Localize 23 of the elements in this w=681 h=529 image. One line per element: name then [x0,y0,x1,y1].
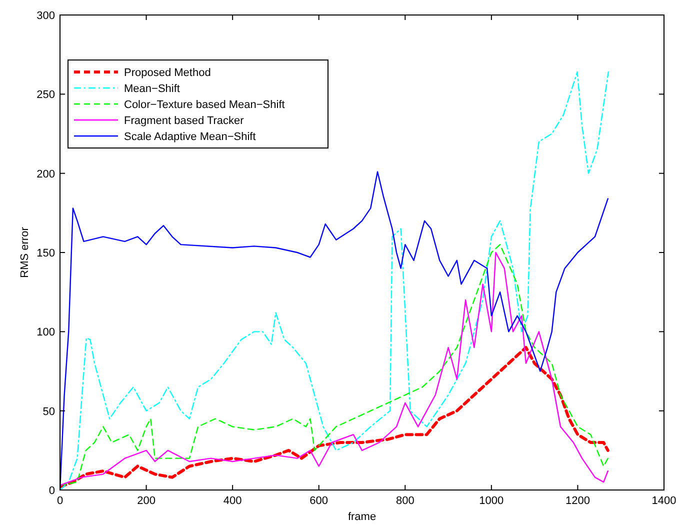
x-tick-label: 1400 [652,495,676,507]
x-tick-label: 1200 [565,495,590,507]
x-tick-label: 0 [56,495,64,507]
legend-label: Mean−Shift [124,83,180,95]
y-tick-label: 0 [48,485,55,497]
line-series [60,346,610,488]
y-tick-label: 200 [36,168,55,180]
x-tick-label: 400 [223,495,242,507]
legend-label: Color−Texture based Mean−Shift [124,99,285,111]
x-tick-label: 600 [310,495,328,507]
y-tick-label: 300 [36,10,55,22]
y-tick-label: 100 [36,326,55,339]
x-tick-label: 200 [137,495,156,507]
y-tick-label: 50 [42,406,55,418]
legend-label: Fragment based Tracker [124,115,244,127]
y-tick-label: 150 [36,248,55,260]
x-tick-label: 800 [396,495,414,507]
y-tick-label: 250 [36,89,55,102]
y-axis-title: RMS error [19,226,31,278]
x-axis-title: frame [348,511,376,523]
x-tick-label: 1000 [479,495,504,507]
legend-label: Scale Adaptive Mean−Shift [124,131,256,143]
legend-label: Proposed Method [124,67,211,79]
